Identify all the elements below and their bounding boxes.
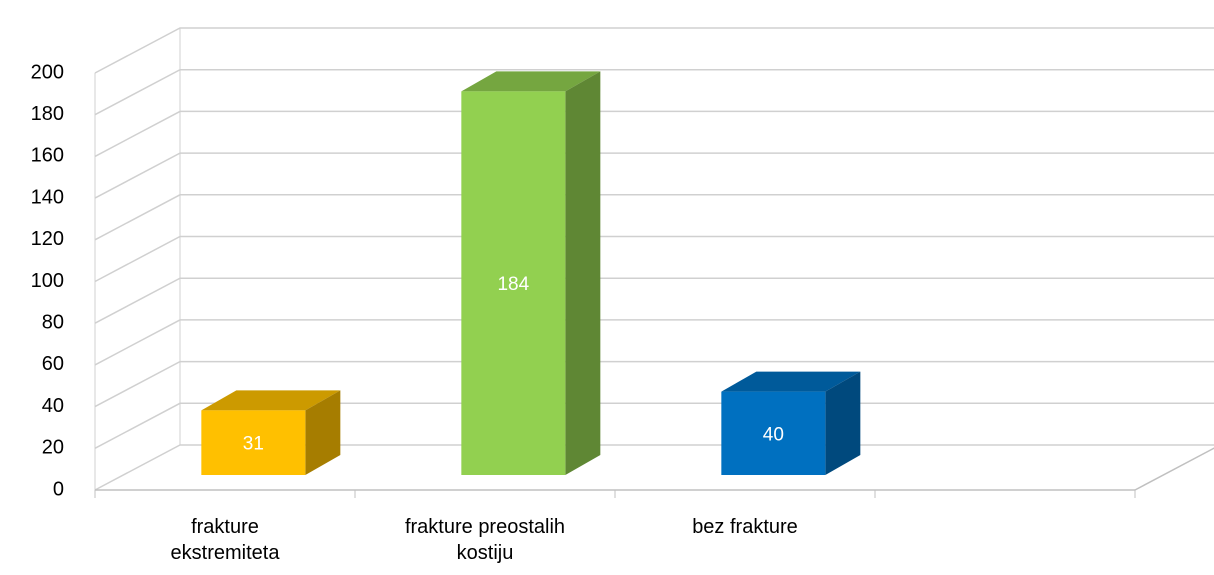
grid-line (94, 194, 1214, 241)
bar-side (825, 371, 861, 475)
grid-line (94, 68, 1214, 116)
bar-top (721, 371, 861, 392)
grid-line (94, 110, 1214, 158)
x-tick-label: bez frakture (692, 516, 798, 538)
y-tick-label: 40 (42, 395, 64, 417)
grid-line (94, 152, 1214, 199)
y-tick-label: 180 (31, 103, 64, 125)
grid-line (94, 402, 1214, 449)
bar-side (305, 390, 341, 475)
y-tick-label: 200 (31, 61, 64, 83)
y-tick-label: 20 (42, 437, 64, 459)
y-tick-label: 80 (42, 311, 64, 333)
grid-line (94, 319, 1214, 366)
grid-line (94, 27, 1214, 74)
x-tick-label: frakture preostalih kostiju (404, 516, 566, 564)
floor-right (1134, 447, 1214, 491)
y-tick-label: 60 (42, 353, 64, 375)
y-tick-label: 120 (31, 228, 64, 250)
data-label: 184 (497, 274, 529, 295)
bar-top (461, 71, 601, 92)
data-label: 40 (763, 424, 784, 445)
grid-line (94, 360, 1214, 408)
bar-top (201, 390, 341, 411)
grid-line (94, 235, 1214, 283)
bar (461, 91, 566, 476)
bar (201, 410, 306, 475)
grid-line (94, 277, 1214, 324)
grid-line (94, 444, 1214, 491)
y-tick-label: 140 (31, 186, 64, 208)
bar-side (565, 71, 601, 476)
y-tick-label: 100 (31, 270, 64, 292)
y-tick-label: 160 (31, 145, 64, 167)
y-tick-label: 0 (53, 478, 64, 500)
x-tick-label: frakture ekstremiteta (170, 516, 280, 564)
data-label: 31 (243, 434, 264, 455)
bar (721, 391, 826, 475)
